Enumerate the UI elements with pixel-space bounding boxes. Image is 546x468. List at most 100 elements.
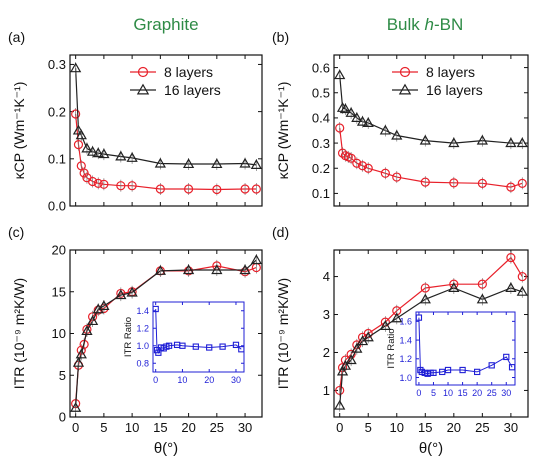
data-point — [152, 305, 159, 313]
panel-a: 0.0 0.1 0.2 0.3 (a) κCP (Wm⁻¹K⁻¹) 8 layers 16 l… — [8, 29, 263, 214]
axes-frame — [152, 301, 245, 373]
data-point — [206, 344, 213, 351]
y-tick-label: 0.1 — [48, 151, 66, 166]
x-tick-label: 0 — [72, 420, 79, 435]
y-tick-label: 0 — [59, 410, 66, 425]
data-point — [212, 184, 222, 195]
data-point — [379, 320, 391, 330]
x-tick-label: 5 — [100, 420, 107, 435]
y-axis-label: κCP (Wm⁻¹K⁻¹) — [275, 82, 291, 180]
y-tick-label: 2 — [323, 345, 330, 360]
data-point — [211, 158, 223, 169]
y-axis-label: κCP (Wm⁻¹K⁻¹) — [11, 82, 27, 180]
axes-frame — [333, 54, 529, 207]
data-point — [439, 368, 446, 376]
data-point — [73, 140, 84, 150]
y-tick-label: 5 — [59, 368, 66, 383]
data-point — [351, 342, 363, 353]
y-tick-label: 0.2 — [312, 161, 330, 176]
x-tick-label: 20 — [181, 420, 195, 435]
y-tick-label: 1.2 — [136, 323, 149, 333]
y-tick-label: 0.4 — [312, 111, 330, 126]
data-point — [75, 348, 87, 359]
data-point — [70, 62, 82, 73]
data-point — [79, 168, 89, 178]
data-point — [345, 107, 357, 117]
y-tick-label: 1 — [323, 383, 330, 398]
data-point — [503, 353, 510, 361]
y-tick-label: 15 — [52, 284, 66, 299]
data-point — [488, 362, 495, 369]
series-8-layers — [335, 121, 527, 194]
legend: 8 layers 16 layers — [130, 64, 221, 98]
data-point — [517, 271, 527, 282]
data-point — [506, 182, 516, 192]
x-tick-label: 5 — [431, 388, 436, 398]
y-tick-label: 1.6 — [399, 317, 412, 327]
data-point — [363, 163, 373, 173]
data-point — [419, 134, 431, 145]
x-tick-label: 20 — [204, 375, 214, 385]
data-point — [459, 366, 466, 374]
data-point — [379, 124, 391, 135]
legend: 8 layers 16 layers — [392, 64, 483, 98]
data-point — [415, 314, 423, 321]
data-point — [505, 137, 517, 148]
data-point — [335, 123, 345, 133]
data-point — [352, 158, 362, 168]
data-point — [81, 142, 93, 153]
series-ratio — [415, 314, 516, 377]
data-point — [448, 282, 460, 293]
inset-y-label: ITR Ratio — [386, 328, 397, 368]
y-tick-label: 0.3 — [48, 57, 66, 72]
data-point — [86, 315, 99, 326]
data-point — [72, 356, 85, 367]
panel-c: 0 5 10 15 20 25 30 0 5 10 15 20 (c) ITR (10⁻⁹ m²K/W) θ… — [8, 224, 263, 457]
y-tick-label: 3 — [323, 307, 330, 322]
data-point — [92, 147, 104, 158]
series-16-layers — [70, 62, 262, 171]
panel-b: 0.1 0.2 0.3 0.4 0.5 0.6 (b) κCP (Wm⁻¹K⁻¹) 8 laye… — [272, 29, 529, 207]
x-tick-label: 15 — [153, 420, 167, 435]
data-point — [334, 399, 346, 410]
y-tick-label: 1.0 — [136, 341, 149, 351]
data-point — [81, 325, 93, 336]
series-16-layers — [334, 281, 528, 412]
data-point — [420, 283, 430, 293]
inset-y-label: ITR Ratio — [123, 317, 134, 357]
data-point — [430, 369, 437, 376]
x-tick-label: 30 — [504, 420, 518, 435]
data-point — [345, 354, 357, 365]
data-point — [154, 157, 166, 168]
y-tick-label: 1.4 — [399, 335, 412, 345]
x-axis-label: θ(°) — [419, 440, 443, 457]
data-point — [87, 176, 98, 187]
data-point — [154, 265, 166, 275]
y-tick-label: 0.1 — [312, 186, 330, 201]
data-point — [476, 134, 488, 145]
data-point — [356, 115, 369, 126]
data-point — [362, 331, 374, 342]
data-point — [219, 343, 226, 350]
data-point — [155, 184, 165, 194]
x-tick-label: 10 — [443, 388, 453, 398]
data-point — [71, 109, 81, 119]
series-line — [75, 68, 257, 166]
legend-label: 16 layers — [164, 82, 221, 98]
data-point — [391, 129, 403, 140]
y-tick-label: 1.0 — [399, 373, 412, 383]
x-tick-label: 30 — [238, 420, 252, 435]
data-point — [251, 184, 261, 194]
x-tick-label: 10 — [125, 420, 139, 435]
x-tick-label: 20 — [447, 420, 461, 435]
data-point — [98, 148, 110, 159]
legend-marker — [137, 66, 149, 78]
data-point — [476, 293, 488, 304]
data-point — [419, 293, 431, 304]
series-line — [339, 287, 523, 406]
data-point — [182, 264, 195, 275]
y-tick-label: 0.3 — [312, 136, 330, 151]
data-point — [444, 366, 452, 374]
